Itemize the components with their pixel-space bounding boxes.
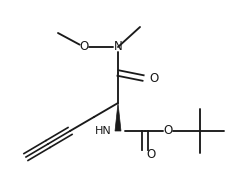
Text: O: O — [80, 41, 88, 53]
Text: O: O — [150, 73, 159, 85]
Polygon shape — [115, 103, 121, 131]
Text: O: O — [164, 125, 172, 137]
Text: HN: HN — [95, 126, 112, 136]
Text: O: O — [146, 149, 156, 162]
Text: N: N — [114, 41, 122, 53]
